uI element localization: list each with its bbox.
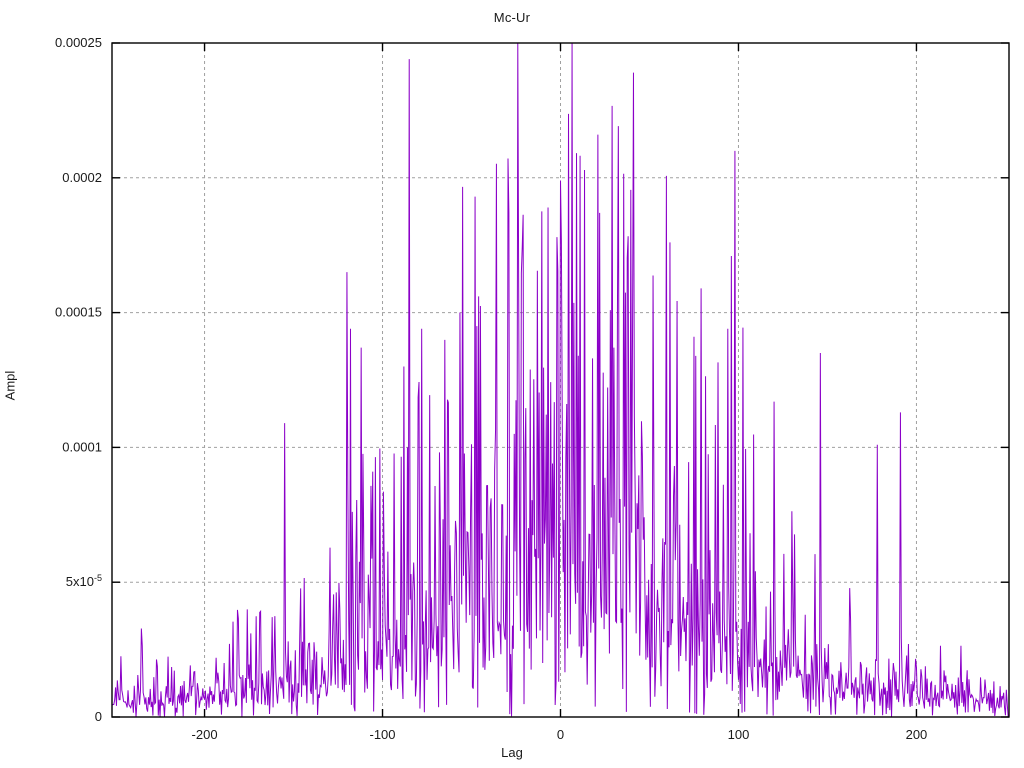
x-tick-label: 100: [728, 727, 750, 742]
x-tick-label: -100: [370, 727, 396, 742]
axis-ticks: [112, 42, 1009, 718]
axis-tick-labels: 0 5x10-5 0.0001 0.00015 0.0002 0.00025 -200 -10…: [55, 35, 927, 742]
y-tick-label: 0.0002: [62, 170, 102, 185]
x-tick-label: 200: [906, 727, 928, 742]
y-tick-label: 5x10-5: [66, 573, 102, 589]
data-series-mc-ur: [111, 42, 1010, 718]
x-tick-label: 0: [557, 727, 564, 742]
page-title: Mc-Ur: [493, 10, 531, 25]
y-tick-label: 0.0001: [62, 439, 102, 454]
y-tick-label: 0: [95, 709, 102, 724]
x-axis-label: Lag: [501, 745, 523, 760]
x-tick-label: -200: [192, 727, 218, 742]
y-tick-label: 0.00025: [55, 35, 102, 50]
y-tick-label: 0.00015: [55, 305, 102, 320]
y-axis-label: Ampl: [2, 370, 18, 401]
